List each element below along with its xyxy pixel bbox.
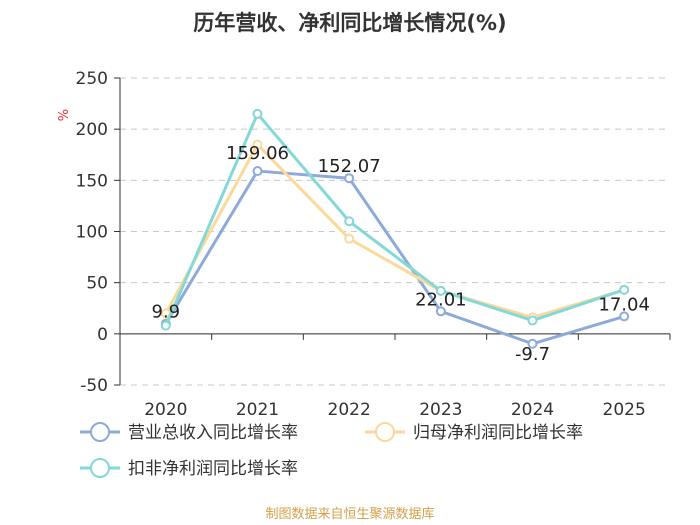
x-tick-label: 2023 <box>419 400 462 420</box>
data-point <box>435 285 446 296</box>
x-tick-label: 2021 <box>236 400 279 420</box>
data-point <box>527 315 538 326</box>
data-label: 159.06 <box>226 143 289 164</box>
y-tick-label: 250 <box>76 69 108 89</box>
y-tick-label: 200 <box>76 120 108 140</box>
data-point <box>619 284 630 295</box>
data-label: 152.07 <box>318 156 381 177</box>
data-label: 17.04 <box>598 294 650 315</box>
data-point <box>435 306 446 317</box>
data-point <box>527 338 538 349</box>
data-point <box>252 139 263 150</box>
x-tick-label: 2025 <box>603 400 646 420</box>
x-tick-label: 2020 <box>144 400 187 420</box>
series-group <box>160 108 630 349</box>
data-point <box>344 173 355 184</box>
y-axis-label: % <box>57 109 72 121</box>
legend-marker <box>90 458 110 478</box>
y-tick-label: 150 <box>76 171 108 191</box>
data-point <box>252 108 263 119</box>
legend-label: 营业总收入同比增长率 <box>128 423 298 443</box>
x-tick-label: 2024 <box>511 400 554 420</box>
legend-label: 扣非净利润同比增长率 <box>128 459 298 479</box>
y-tick-label: 0 <box>97 325 108 345</box>
data-labels: 9.9 159.06 152.07 22.01 -9.7 17.04 <box>152 143 650 365</box>
data-point <box>252 166 263 177</box>
data-label: 22.01 <box>415 289 467 310</box>
data-point <box>344 233 355 244</box>
series-line <box>164 143 626 319</box>
data-point <box>160 320 171 331</box>
data-point <box>619 311 630 322</box>
y-tick-label: -50 <box>80 376 108 396</box>
data-label: 9.9 <box>152 302 181 323</box>
legend-marker <box>375 422 395 442</box>
source-note: 制图数据来自恒生聚源数据库 <box>265 506 434 522</box>
y-tick-label: 50 <box>86 274 108 294</box>
x-tick-label: 2022 <box>328 400 371 420</box>
legend-label: 归母净利润同比增长率 <box>413 423 583 443</box>
data-point <box>344 216 355 227</box>
data-label: -9.7 <box>515 344 550 365</box>
series-line <box>164 169 626 346</box>
y-tick-label: 100 <box>76 223 108 243</box>
legend-marker <box>90 422 110 442</box>
axes: 250 200 150 100 50 0 -50 2020 2021 2022 2023 2024 20… <box>76 69 671 420</box>
series-line <box>164 112 626 328</box>
chart-title: 历年营收、净利同比增长情况(%) <box>193 11 506 35</box>
